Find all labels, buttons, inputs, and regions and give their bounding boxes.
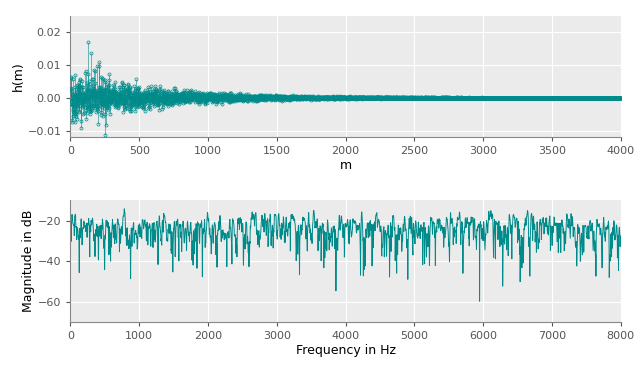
Y-axis label: h(m): h(m) — [12, 61, 24, 91]
Y-axis label: Magnitude in dB: Magnitude in dB — [22, 210, 35, 312]
X-axis label: Frequency in Hz: Frequency in Hz — [296, 344, 396, 357]
X-axis label: m: m — [340, 159, 351, 172]
